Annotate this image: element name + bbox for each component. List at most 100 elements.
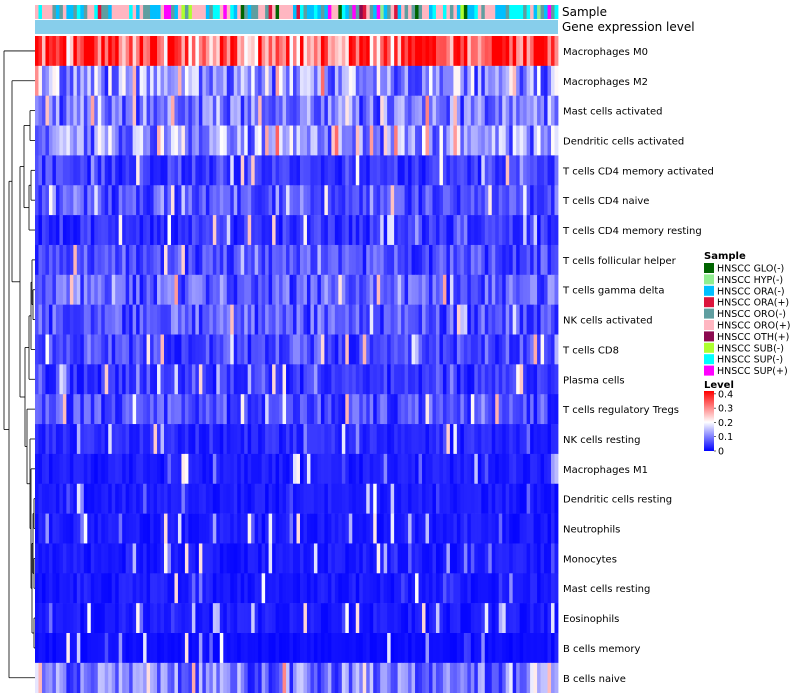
heatmap-cell [341, 215, 346, 246]
heatmap-cell [97, 215, 102, 246]
heatmap-cell [108, 633, 113, 664]
heatmap-cell [282, 573, 287, 604]
heatmap-cell [73, 573, 78, 604]
heatmap-cell [104, 662, 109, 693]
heatmap-cell [223, 424, 228, 455]
heatmap-cell [488, 185, 493, 216]
heatmap-cell [498, 95, 503, 126]
heatmap-cell [226, 364, 231, 395]
heatmap-cell [502, 125, 507, 156]
heatmap-cell [143, 274, 147, 305]
sample-annotation-cell [387, 5, 392, 19]
heatmap-cell [177, 215, 182, 246]
heatmap-cell [415, 633, 419, 664]
heatmap-cell [411, 244, 416, 276]
heatmap-cell [456, 334, 461, 365]
heatmap-cell [188, 394, 193, 425]
heatmap-cell [286, 244, 290, 276]
heatmap-cell [324, 334, 329, 365]
heatmap-cell [463, 274, 468, 305]
heatmap-cell [380, 274, 385, 305]
heatmap-cell [80, 304, 85, 335]
heatmap-cell [313, 424, 318, 455]
heatmap-cell [530, 424, 534, 455]
heatmap-cell [373, 364, 378, 395]
heatmap-cell [73, 244, 78, 276]
heatmap-cell [136, 424, 140, 455]
heatmap-cell [170, 155, 175, 186]
heatmap-cell [327, 662, 332, 693]
heatmap-cell [498, 633, 503, 664]
heatmap-cell [41, 424, 46, 455]
sample-annotation-cell [474, 5, 479, 19]
heatmap-cell [157, 394, 161, 425]
heatmap-cell [523, 513, 528, 544]
heatmap-cell [432, 185, 437, 216]
heatmap-cell [296, 215, 301, 246]
heatmap-cell [345, 334, 350, 365]
heatmap-cell [272, 185, 276, 216]
heatmap-cell [320, 483, 325, 514]
heatmap-cell [526, 155, 531, 186]
heatmap-cell [502, 65, 507, 96]
heatmap-cell [425, 543, 430, 574]
heatmap-cell [240, 364, 245, 395]
heatmap-cell [331, 364, 336, 395]
heatmap-cell [467, 424, 472, 455]
heatmap-cell [261, 215, 266, 246]
sample-annotation-cell [530, 5, 534, 19]
sample-annotation-cell [435, 5, 440, 19]
heatmap-cell [282, 513, 287, 544]
heatmap-cell [449, 573, 454, 604]
sample-legend-swatch [704, 297, 714, 308]
heatmap-cell [275, 215, 280, 246]
heatmap-cell [352, 543, 357, 574]
heatmap-cell [219, 334, 224, 365]
heatmap-cell [59, 65, 64, 96]
sample-annotation-cell [38, 5, 43, 19]
heatmap-cell [530, 125, 534, 156]
heatmap-cell [498, 65, 503, 96]
heatmap-cell [341, 424, 346, 455]
heatmap-cell [69, 244, 74, 276]
heatmap-cell [122, 662, 127, 693]
sample-legend-label: HNSCC OTH(+) [717, 332, 789, 343]
heatmap-cell [523, 95, 528, 126]
heatmap-cell [299, 95, 304, 126]
heatmap-cell [289, 394, 294, 425]
heatmap-cell [272, 215, 276, 246]
sample-annotation-cell [324, 5, 329, 19]
heatmap-cell [352, 513, 357, 544]
heatmap-cell [477, 36, 482, 67]
heatmap-cell [202, 662, 207, 693]
heatmap-cell [174, 543, 179, 574]
heatmap-cell [449, 304, 454, 335]
heatmap-cell [219, 125, 224, 156]
sample-annotation-cell [41, 5, 46, 19]
heatmap-cell [320, 334, 325, 365]
heatmap-cell [205, 65, 210, 96]
heatmap-cell [390, 185, 395, 216]
heatmap-cell [422, 543, 426, 574]
heatmap-cell [411, 662, 416, 693]
sample-annotation-cell [299, 5, 304, 19]
heatmap-cell [530, 483, 534, 514]
heatmap-cell [463, 65, 468, 96]
sample-annotation-cell [481, 5, 486, 19]
heatmap-cell [331, 633, 336, 664]
heatmap-cell [331, 543, 336, 574]
heatmap-cell [449, 662, 454, 693]
heatmap-cell [442, 185, 447, 216]
heatmap-cell [359, 95, 364, 126]
sample-annotation-cell [411, 5, 416, 19]
heatmap-cell [219, 185, 224, 216]
heatmap-cell [428, 334, 433, 365]
sample-annotation-cell [505, 5, 510, 19]
heatmap-cell [394, 65, 399, 96]
heatmap-cell [237, 65, 242, 96]
heatmap-cell [317, 95, 322, 126]
heatmap-cell [554, 304, 559, 335]
heatmap-cell [104, 36, 109, 67]
heatmap-cell [38, 65, 43, 96]
heatmap-cell [247, 95, 252, 126]
